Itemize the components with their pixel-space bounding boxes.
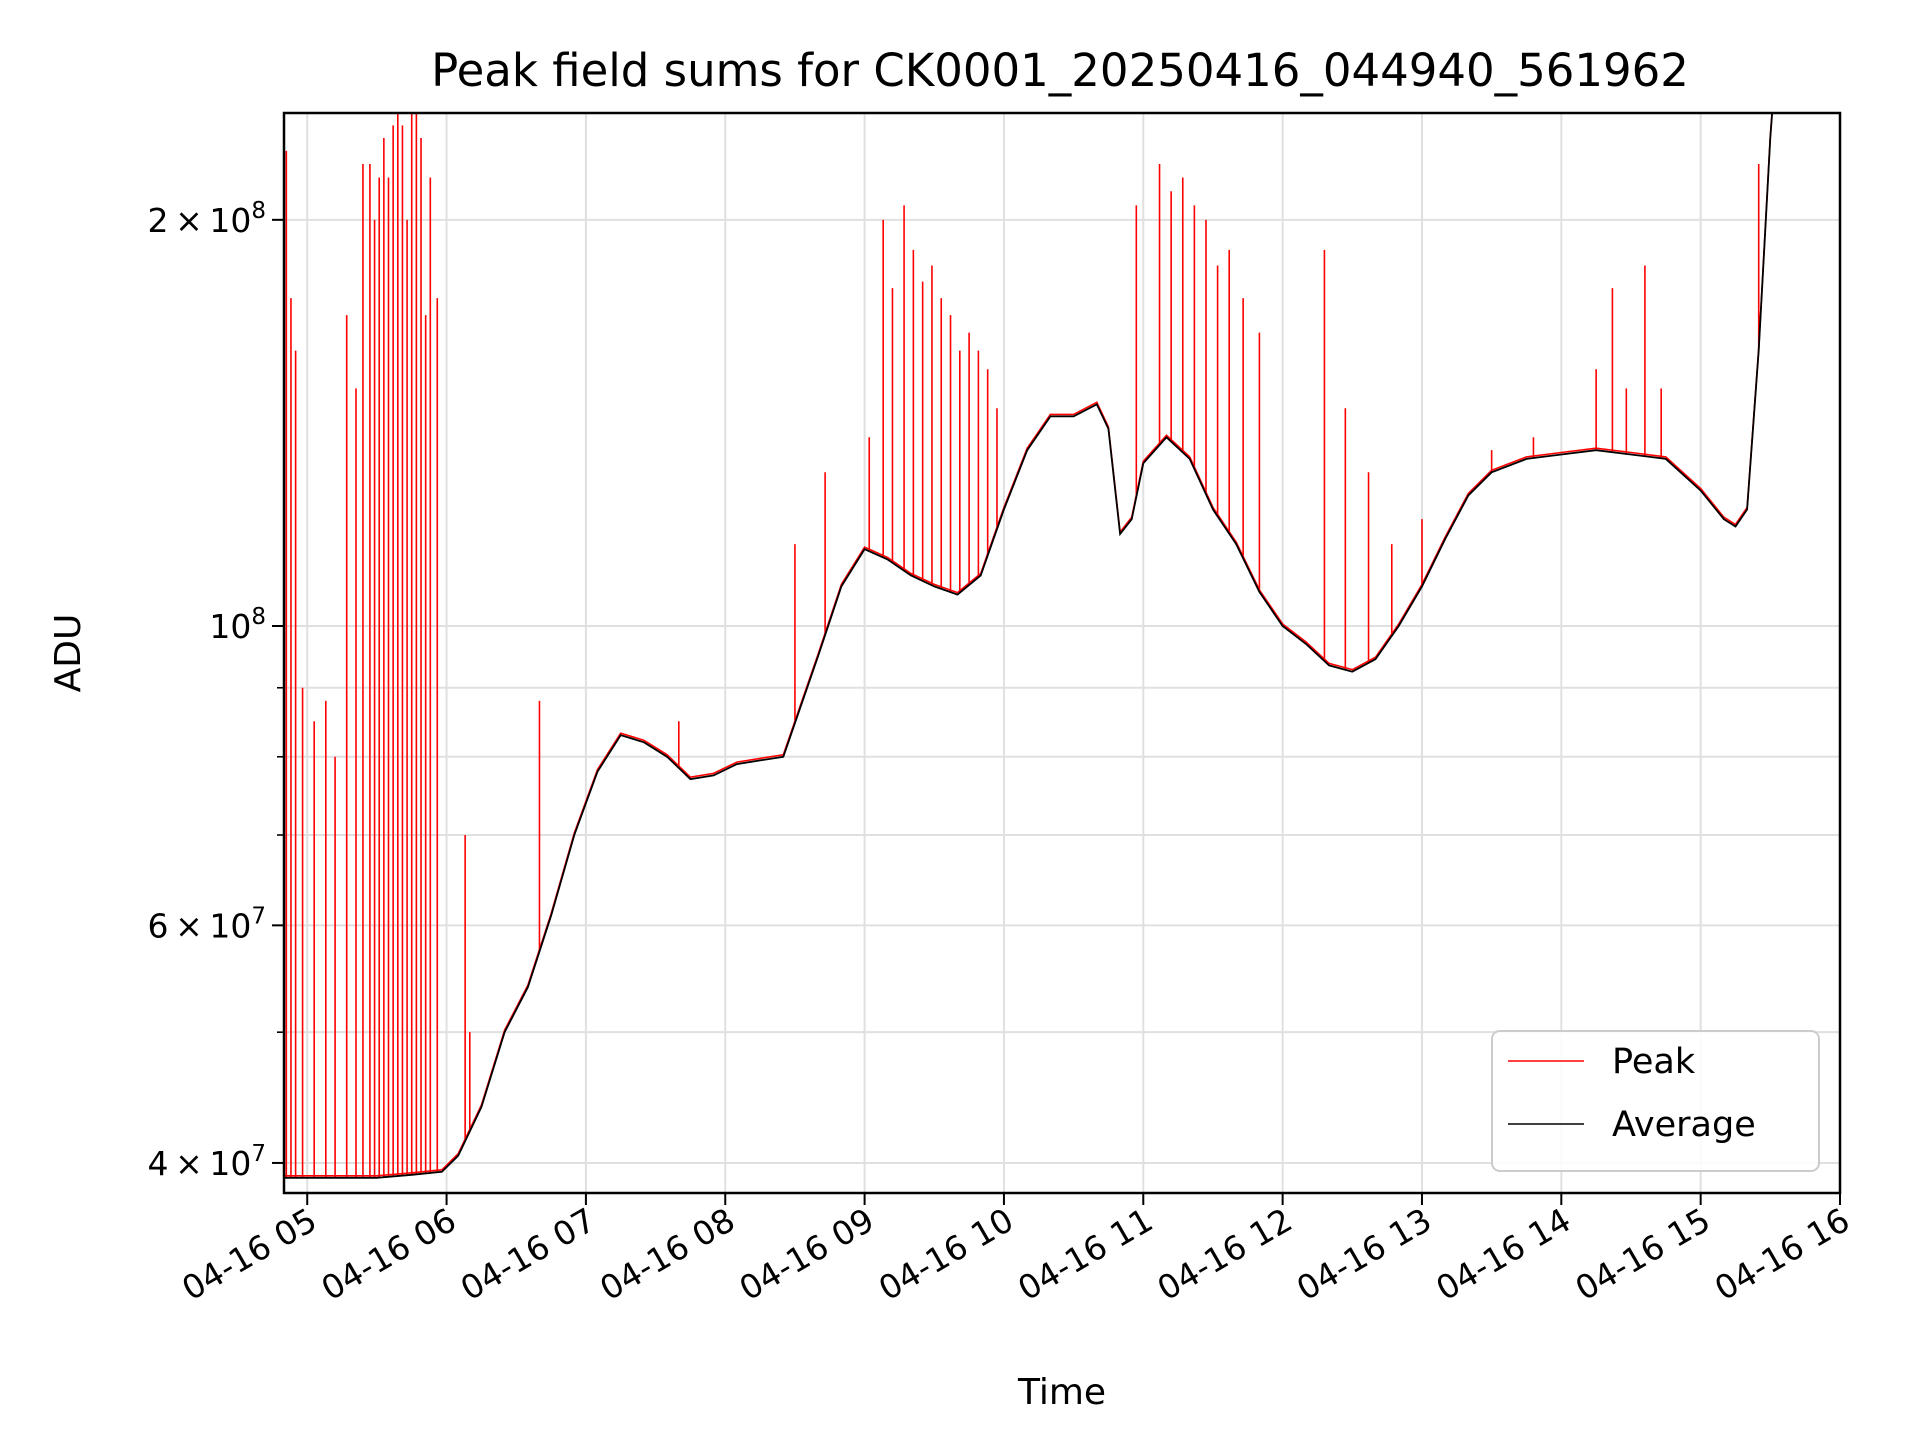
average-series-line <box>284 113 1774 1179</box>
y-axis: 4 × 107 6 × 107 108 2 × 108 <box>148 198 284 1183</box>
legend-label-average: Average <box>1612 1105 1756 1145</box>
x-axis-label: Time <box>1017 1372 1106 1413</box>
peak-series <box>285 113 1760 1178</box>
y-axis-label: ADU <box>48 614 89 693</box>
y-tick-label: 4 × 107 <box>148 1141 266 1183</box>
y-tick-label: 6 × 107 <box>148 903 266 945</box>
grid-lines <box>284 113 1841 1193</box>
chart-title: Peak field sums for CK0001_20250416_0449… <box>431 44 1689 97</box>
legend-box <box>1491 1030 1820 1172</box>
legend: Peak Average <box>1491 1030 1820 1172</box>
legend-label-peak: Peak <box>1612 1042 1696 1082</box>
plot-frame <box>282 111 1842 1195</box>
y-tick-label: 2 × 108 <box>148 198 266 240</box>
y-tick-label: 108 <box>209 604 266 646</box>
plot-area <box>284 113 1774 1179</box>
